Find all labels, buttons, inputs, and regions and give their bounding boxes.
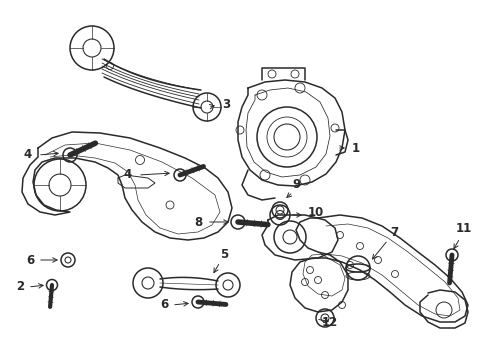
Text: 4: 4	[124, 168, 132, 181]
Text: 6: 6	[160, 298, 168, 311]
Text: 6: 6	[26, 253, 34, 266]
Text: 9: 9	[292, 179, 300, 192]
Text: 3: 3	[222, 98, 230, 111]
Text: 12: 12	[322, 315, 338, 328]
Text: 11: 11	[456, 221, 472, 234]
Text: 5: 5	[220, 248, 228, 261]
Text: 10: 10	[308, 207, 324, 220]
Text: 8: 8	[194, 216, 202, 229]
Text: 1: 1	[352, 141, 360, 154]
Text: 7: 7	[390, 225, 398, 238]
Text: 2: 2	[16, 280, 24, 293]
Text: 4: 4	[24, 148, 32, 162]
